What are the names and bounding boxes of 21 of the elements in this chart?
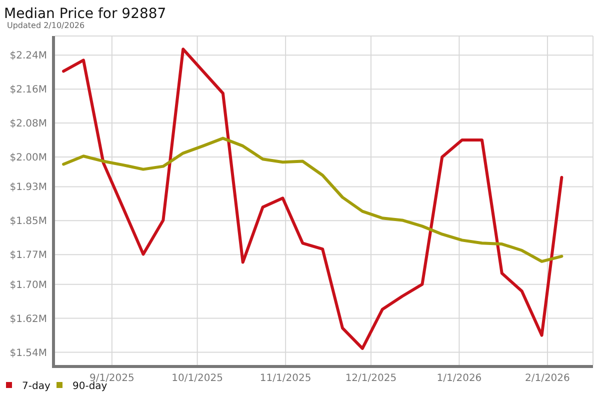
legend-label: 7-day [22,381,50,392]
chart-title: Median Price for 92887 [4,6,166,22]
y-tick-label: $1.93M [10,182,47,194]
y-tick-label: $1.54M [10,348,47,359]
chart-subtitle: Updated 2/10/2026 [7,21,85,30]
y-tick-label: $1.85M [10,216,47,228]
x-tick-label: 12/1/2025 [345,373,397,384]
y-tick-label: $2.00M [10,152,47,164]
x-tick-label: 10/1/2025 [172,373,223,384]
y-tick-label: $1.77M [10,250,47,262]
x-tick-label: 1/1/2026 [436,373,482,384]
y-tick-label: $1.62M [10,314,47,325]
line-series [62,136,564,263]
y-tick-label: $2.16M [10,84,47,96]
legend-label: 90-day [72,381,108,392]
line-series [62,48,564,350]
y-tick-label: $2.08M [10,118,47,130]
x-tick-label: 11/1/2025 [260,373,312,384]
x-tick-label: 2/1/2026 [524,373,570,384]
y-tick-label: $1.70M [10,280,47,291]
y-tick-label: $2.24M [10,50,47,62]
